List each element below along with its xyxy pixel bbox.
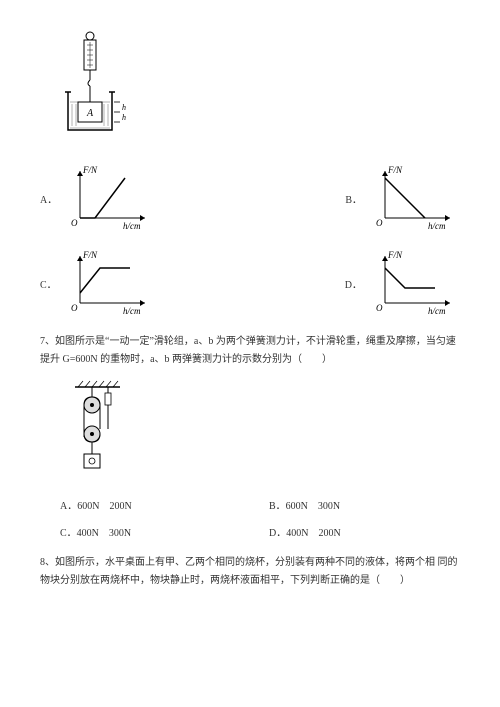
option-label: D． xyxy=(345,276,362,291)
svg-text:O: O xyxy=(71,303,78,313)
graph-option-d: D． F/N h/cm O xyxy=(345,248,460,318)
svg-text:F/N: F/N xyxy=(82,165,98,175)
svg-text:F/N: F/N xyxy=(387,165,403,175)
graph-option-c: C． F/N h/cm O xyxy=(40,248,155,318)
spring-beaker-figure: A h h xyxy=(60,30,460,143)
svg-text:O: O xyxy=(376,303,383,313)
q7-option-a: A．600N 200N xyxy=(60,497,231,512)
q7-option-b: B．600N 300N xyxy=(269,497,440,512)
height-label: h xyxy=(122,103,126,112)
svg-text:h/cm: h/cm xyxy=(428,306,446,316)
question-8-text: 8、如图所示，水平桌面上有甲、乙两个相同的烧杯，分别装有两种不同的液体，将两个相… xyxy=(40,554,460,590)
svg-text:h: h xyxy=(122,113,126,122)
option-label: A． xyxy=(40,191,57,206)
block-label: A xyxy=(86,108,94,119)
option-label: C． xyxy=(40,276,57,291)
pulley-figure xyxy=(70,379,460,482)
graph-row-1: A． F/N h/cm O B． F/N h/cm O xyxy=(40,163,460,233)
q7-option-d: D．400N 200N xyxy=(269,524,440,539)
graph-option-b: B． F/N h/cm O xyxy=(345,163,460,233)
svg-text:F/N: F/N xyxy=(387,250,403,260)
q7-answers-row2: C．400N 300N D．400N 200N xyxy=(40,524,460,539)
graph-option-a: A． F/N h/cm O xyxy=(40,163,155,233)
question-7-text: 7、如图所示是“一动一定”滑轮组，a、b 为两个弹簧测力计，不计滑轮重，绳重及摩… xyxy=(40,333,460,369)
svg-text:O: O xyxy=(376,218,383,228)
svg-text:F/N: F/N xyxy=(82,250,98,260)
q7-option-c: C．400N 300N xyxy=(60,524,231,539)
option-label: B． xyxy=(345,191,362,206)
q7-answers-row1: A．600N 200N B．600N 300N xyxy=(40,497,460,512)
graph-row-2: C． F/N h/cm O D． F/N h/cm O xyxy=(40,248,460,318)
svg-text:O: O xyxy=(71,218,78,228)
svg-text:h/cm: h/cm xyxy=(428,221,446,231)
svg-text:h/cm: h/cm xyxy=(123,221,141,231)
svg-text:h/cm: h/cm xyxy=(123,306,141,316)
